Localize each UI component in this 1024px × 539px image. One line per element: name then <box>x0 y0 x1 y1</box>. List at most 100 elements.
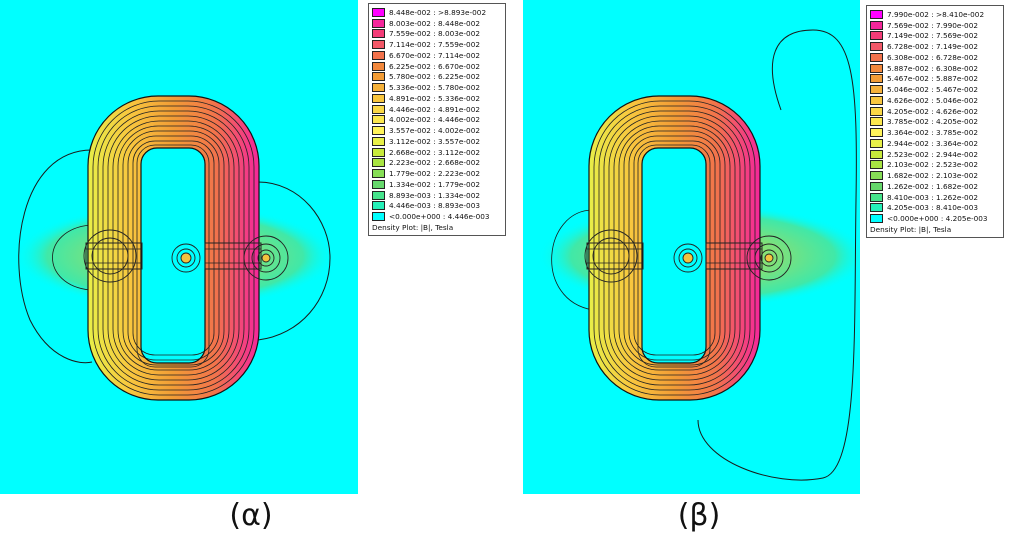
legend-row: 5.467e-002 : 5.887e-002 <box>870 74 1000 85</box>
legend-swatch <box>870 31 883 41</box>
legend-label: 7.990e-002 : >8.410e-002 <box>887 9 985 19</box>
conductor-inner <box>673 243 703 273</box>
legend-swatch <box>870 171 883 181</box>
legend-swatch <box>372 190 385 200</box>
legend-beta: 7.990e-002 : >8.410e-002 7.569e-002 : 7.9… <box>866 5 1004 238</box>
legend-swatch <box>870 138 883 148</box>
legend-row: <0.000e+000 : 4.205e-003 <box>870 213 1000 224</box>
legend-row: 2.223e-002 : 2.668e-002 <box>372 158 502 169</box>
legend-row: 1.682e-002 : 2.103e-002 <box>870 170 1000 181</box>
legend-row: 5.780e-002 : 6.225e-002 <box>372 72 502 83</box>
legend-row: 4.446e-002 : 4.891e-002 <box>372 104 502 115</box>
legend-swatch <box>870 160 883 170</box>
legend-swatch <box>870 181 883 191</box>
legend-swatch <box>372 201 385 211</box>
legend-label: 7.569e-002 : 7.990e-002 <box>887 20 978 30</box>
legend-label: 6.308e-002 : 6.728e-002 <box>887 52 978 62</box>
legend-label: 1.779e-002 : 2.223e-002 <box>389 169 480 179</box>
flux-line-outer-right <box>257 181 331 341</box>
legend-swatch <box>372 93 385 103</box>
legend-swatch <box>870 128 883 138</box>
legend-swatch <box>372 126 385 136</box>
caption-beta: (β) <box>677 498 721 533</box>
legend-swatch <box>870 20 883 30</box>
legend-row: 1.262e-002 : 1.682e-002 <box>870 181 1000 192</box>
legend-label: 3.364e-002 : 3.785e-002 <box>887 128 978 138</box>
legend-swatch <box>372 115 385 125</box>
caption-alpha: (α) <box>229 498 273 533</box>
legend-swatch <box>372 179 385 189</box>
winding-right <box>204 242 262 270</box>
legend-row: 4.446e-003 : 8.893e-003 <box>372 201 502 212</box>
legend-swatch <box>870 95 883 105</box>
legend-row: 8.003e-002 : 8.448e-002 <box>372 18 502 29</box>
legend-label: 2.668e-002 : 3.112e-002 <box>389 147 480 157</box>
legend-swatch <box>372 72 385 82</box>
legend-label: 5.046e-002 : 5.467e-002 <box>887 85 978 95</box>
legend-row: 6.728e-002 : 7.149e-002 <box>870 41 1000 52</box>
legend-row: 8.410e-003 : 1.262e-002 <box>870 192 1000 203</box>
legend-row: 7.990e-002 : >8.410e-002 <box>870 9 1000 20</box>
legend-label: 3.785e-002 : 4.205e-002 <box>887 117 978 127</box>
legend-label: 8.893e-003 : 1.334e-002 <box>389 190 480 200</box>
legend-swatch <box>870 192 883 202</box>
legend-label: 8.003e-002 : 8.448e-002 <box>389 18 480 28</box>
legend-row: 4.002e-002 : 4.446e-002 <box>372 115 502 126</box>
legend-label: 8.410e-003 : 1.262e-002 <box>887 192 978 202</box>
legend-label: 6.728e-002 : 7.149e-002 <box>887 42 978 52</box>
legend-label: 6.225e-002 : 6.670e-002 <box>389 61 480 71</box>
legend-alpha: 8.448e-002 : >8.893e-002 8.003e-002 : 8.4… <box>368 3 506 236</box>
legend-label: 4.002e-002 : 4.446e-002 <box>389 115 480 125</box>
legend-swatch <box>372 61 385 71</box>
legend-title: Density Plot: |B|, Tesla <box>372 223 454 232</box>
legend-label: 5.336e-002 : 5.780e-002 <box>389 83 480 93</box>
legend-row: 6.670e-002 : 7.114e-002 <box>372 50 502 61</box>
legend-swatch <box>372 136 385 146</box>
legend-label: 1.262e-002 : 1.682e-002 <box>887 181 978 191</box>
legend-row: 8.448e-002 : >8.893e-002 <box>372 7 502 18</box>
legend-swatch <box>372 40 385 50</box>
legend-swatch <box>870 117 883 127</box>
legend-swatch <box>870 203 883 213</box>
conductor-outer <box>243 235 289 281</box>
legend-label: 2.944e-002 : 3.364e-002 <box>887 138 978 148</box>
ferrite-core-ring <box>87 95 260 401</box>
legend-label: 3.557e-002 : 4.002e-002 <box>389 126 480 136</box>
conductor-outer <box>746 235 792 281</box>
legend-swatch <box>870 63 883 73</box>
legend-swatch <box>372 104 385 114</box>
legend-label: 3.112e-002 : 3.557e-002 <box>389 136 480 146</box>
legend-label: 6.670e-002 : 7.114e-002 <box>389 50 480 60</box>
legend-swatch <box>870 149 883 159</box>
legend-label: 7.149e-002 : 7.569e-002 <box>887 31 978 41</box>
legend-swatch <box>372 147 385 157</box>
legend-row: 5.887e-002 : 6.308e-002 <box>870 63 1000 74</box>
legend-row: 7.569e-002 : 7.990e-002 <box>870 20 1000 31</box>
legend-swatch <box>372 158 385 168</box>
conductor-inner <box>171 243 201 273</box>
legend-row: 3.112e-002 : 3.557e-002 <box>372 136 502 147</box>
legend-label: 4.446e-003 : 8.893e-003 <box>389 201 480 211</box>
legend-swatch <box>870 74 883 84</box>
winding-right <box>705 242 763 270</box>
legend-label: 4.891e-002 : 5.336e-002 <box>389 93 480 103</box>
legend-label: 1.682e-002 : 2.103e-002 <box>887 171 978 181</box>
legend-row: <0.000e+000 : 4.446e-003 <box>372 211 502 222</box>
legend-row: 5.046e-002 : 5.467e-002 <box>870 84 1000 95</box>
legend-label: 2.523e-002 : 2.944e-002 <box>887 149 978 159</box>
legend-row: 2.668e-002 : 3.112e-002 <box>372 147 502 158</box>
legend-row: 6.225e-002 : 6.670e-002 <box>372 61 502 72</box>
legend-label: 2.223e-002 : 2.668e-002 <box>389 158 480 168</box>
legend-row: 1.779e-002 : 2.223e-002 <box>372 168 502 179</box>
legend-label: <0.000e+000 : 4.205e-003 <box>887 214 988 224</box>
legend-swatch <box>372 7 385 17</box>
legend-row: 2.523e-002 : 2.944e-002 <box>870 149 1000 160</box>
flux-line-outer-loop <box>697 29 857 481</box>
legend-swatch <box>372 29 385 39</box>
legend-row: 4.205e-003 : 8.410e-003 <box>870 203 1000 214</box>
legend-swatch <box>870 52 883 62</box>
legend-swatch <box>372 18 385 28</box>
legend-swatch <box>870 9 883 19</box>
ferrite-core-ring <box>588 95 761 401</box>
legend-label: 4.626e-002 : 5.046e-002 <box>887 95 978 105</box>
